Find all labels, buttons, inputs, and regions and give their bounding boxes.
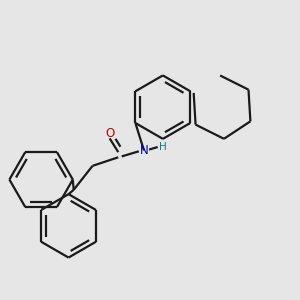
Text: H: H [159, 142, 167, 152]
Text: N: N [140, 144, 148, 157]
Text: O: O [105, 127, 114, 140]
